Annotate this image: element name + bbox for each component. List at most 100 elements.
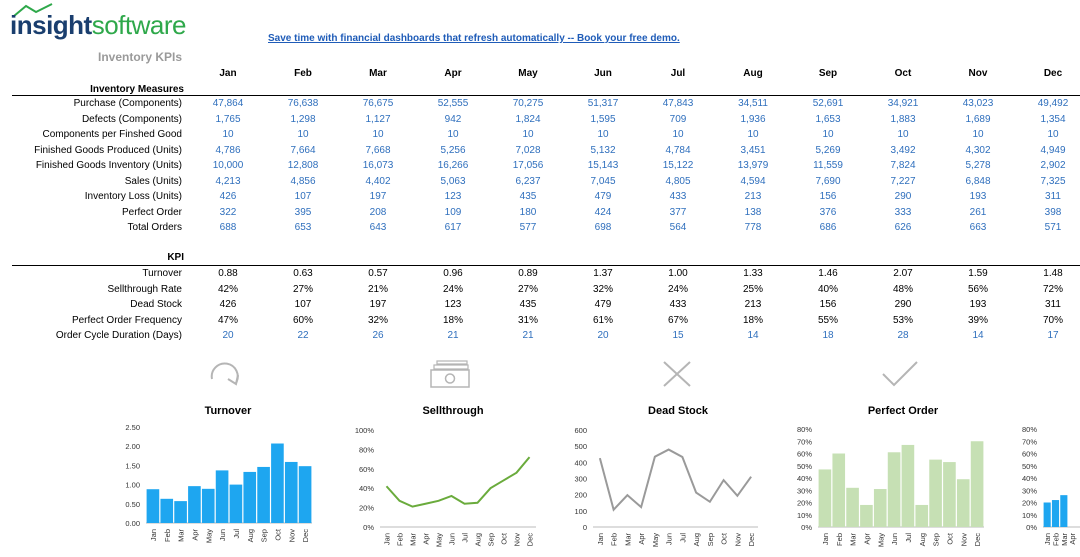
kpi-cell: 1.59: [968, 268, 988, 279]
y-tick-label: 60%: [797, 450, 812, 459]
chart-bar: [1060, 495, 1068, 527]
measures-cell: 4,786: [215, 144, 241, 156]
x-tick-label: Oct: [945, 532, 954, 545]
x-tick-label: Feb: [396, 533, 405, 546]
x-tick-label: Nov: [733, 533, 742, 547]
kpi-cell: 21: [447, 330, 459, 341]
month-header-may: May: [518, 68, 538, 79]
kpi-cell: 24%: [667, 283, 688, 295]
kpi-header: KPI: [167, 252, 184, 263]
x-tick-label: Jun: [218, 529, 227, 541]
kpi-cell: 107: [294, 299, 312, 310]
y-tick-label: 70%: [1022, 437, 1037, 446]
x-tick-label: Mar: [409, 533, 418, 546]
kpi-cell: 14: [747, 330, 759, 341]
measures-cell: 1,127: [365, 113, 391, 125]
kpi-cell: 22: [297, 330, 309, 341]
measures-cell: 376: [819, 206, 837, 218]
measures-cell: 34,511: [738, 98, 768, 109]
kpi-cell: 25%: [742, 283, 763, 295]
kpi-cell: 67%: [667, 314, 688, 326]
measures-cell: 213: [744, 191, 762, 202]
y-tick-label: 500: [574, 442, 587, 451]
kpi-cell: 1.37: [593, 268, 613, 279]
measures-cell: 7,690: [815, 175, 841, 187]
y-tick-label: 10%: [797, 511, 812, 520]
x-tick-label: Jan: [596, 533, 605, 545]
measures-cell: 7,028: [515, 144, 541, 156]
measures-cell: 16,266: [437, 160, 469, 171]
y-tick-label: 0.50: [125, 500, 140, 509]
measures-cell: 43,023: [962, 98, 994, 109]
measures-cell: 1,298: [290, 113, 316, 125]
kpi-cell: 2.07: [893, 268, 913, 279]
cash-icon: [430, 360, 470, 388]
kpi-cell: 20: [597, 330, 609, 341]
y-tick-label: 0%: [1026, 523, 1037, 532]
chart-bar: [298, 466, 312, 523]
y-tick-label: 30%: [1022, 486, 1037, 495]
kpi-cell: 32%: [367, 314, 388, 326]
measures-cell: 123: [444, 191, 462, 202]
measures-cell: 688: [219, 222, 237, 233]
x-tick-label: Jun: [665, 533, 674, 545]
measures-cell: 10: [447, 129, 459, 140]
measures-cell: 12,808: [287, 160, 319, 171]
kpi-cell: 48%: [892, 283, 913, 295]
kpi-cell: 1.33: [743, 268, 763, 279]
kpi-cell: 53%: [892, 314, 913, 326]
measures-cell: 5,132: [590, 144, 616, 156]
measures-cell: 107: [294, 191, 312, 202]
measures-cell: 10: [672, 129, 684, 140]
x-tick-label: Jun: [890, 533, 899, 545]
x-tick-label: Feb: [1052, 533, 1061, 546]
measures-cell: 4,856: [290, 175, 316, 187]
y-tick-label: 100: [574, 507, 587, 516]
kpi-cell: 40%: [817, 283, 838, 295]
chart-bar: [970, 441, 984, 527]
y-tick-label: 20%: [1022, 499, 1037, 508]
measures-cell: 10: [747, 129, 759, 140]
kpi-cell: 433: [669, 299, 687, 310]
x-tick-label: May: [651, 533, 660, 547]
measures-row-label: Components per Finshed Good: [42, 129, 182, 140]
measures-cell: 193: [969, 191, 987, 202]
measures-cell: 1,354: [1040, 113, 1066, 125]
kpi-cell: 60%: [292, 314, 313, 326]
measures-cell: 7,824: [890, 160, 916, 171]
month-header-nov: Nov: [968, 68, 988, 79]
x-tick-label: Aug: [474, 533, 483, 546]
measures-cell: 4,213: [215, 175, 241, 187]
x-tick-label: Sep: [260, 529, 269, 542]
chart-bar: [832, 453, 846, 527]
measures-cell: 626: [894, 222, 912, 233]
chart-title-sellthrough: Sellthrough: [422, 405, 484, 417]
measures-cell: 2,902: [1040, 160, 1066, 171]
y-tick-label: 0%: [801, 523, 812, 532]
measures-cell: 51,317: [587, 98, 619, 109]
measures-cell: 1,883: [890, 113, 916, 125]
measures-cell: 10: [297, 129, 309, 140]
x-tick-label: Sep: [487, 533, 496, 546]
chart-bar: [846, 487, 859, 527]
measures-cell: 3,451: [740, 144, 766, 156]
kpi-cell: 0.88: [218, 268, 238, 279]
x-tick-label: Oct: [720, 532, 729, 545]
demo-banner-link[interactable]: Save time with financial dashboards that…: [268, 33, 680, 44]
y-tick-label: 2.50: [125, 423, 140, 432]
measures-cell: 290: [894, 191, 912, 202]
x-tick-label: Feb: [610, 533, 619, 546]
measures-cell: 76,638: [287, 98, 319, 109]
kpi-cell: 39%: [967, 314, 988, 326]
measures-cell: 17,056: [512, 160, 544, 171]
x-tick-label: Apr: [1068, 532, 1077, 544]
kpi-row-label: Dead Stock: [130, 299, 182, 310]
kpi-cell: 32%: [592, 283, 613, 295]
x-tick-label: Apr: [637, 532, 646, 544]
measures-cell: 398: [1044, 206, 1062, 218]
chart-bar: [160, 498, 174, 523]
kpi-cell: 18%: [742, 314, 763, 326]
kpi-cell: 426: [219, 299, 237, 310]
measures-cell: 322: [219, 206, 237, 218]
